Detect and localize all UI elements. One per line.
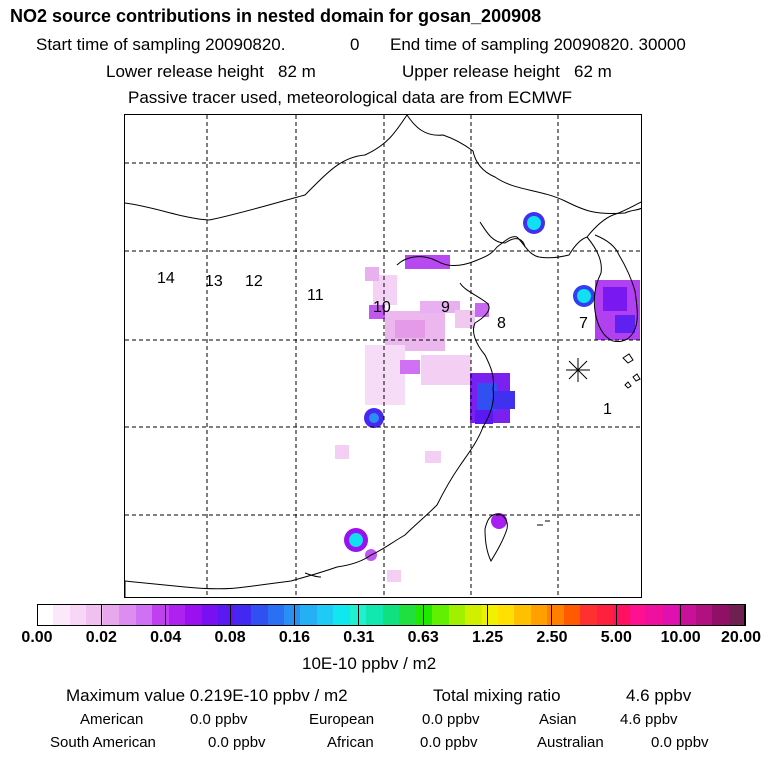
plume-core xyxy=(475,410,493,424)
australian-value: 0.0 ppbv xyxy=(651,734,709,751)
plume-light xyxy=(365,345,405,405)
plume-light xyxy=(395,320,425,338)
lower-release-height: Lower release height 82 m xyxy=(106,62,316,81)
colorbar-divider xyxy=(680,604,682,626)
total-mixing-label: Total mixing ratio xyxy=(433,686,561,705)
tracer-note: Passive tracer used, meteorological data… xyxy=(128,88,573,107)
colorbar-tick-label: 10.00 xyxy=(660,629,701,646)
start-time-value: 0 xyxy=(350,35,360,54)
colorbar-tick-label: 0.04 xyxy=(150,629,182,646)
map-canvas xyxy=(125,115,641,597)
european-label: European xyxy=(309,711,375,728)
colorbar-tick-label: 0.16 xyxy=(278,629,311,646)
south-american-label: South American xyxy=(50,734,156,751)
concentration-plumes xyxy=(335,212,640,582)
hotspot xyxy=(527,216,541,230)
plume-light xyxy=(387,570,401,582)
plume-medium xyxy=(475,303,489,317)
total-mixing-value: 4.6 ppbv xyxy=(626,686,692,705)
plume-light xyxy=(455,310,475,328)
colorbar-tick-label: 20.00 xyxy=(720,629,762,646)
end-time-label: End time of sampling 20090820. 30000 xyxy=(390,35,686,54)
colorbar-divider xyxy=(744,604,746,626)
start-time-label: Start time of sampling 20090820. xyxy=(36,35,286,54)
map-panel: 1 7 8 9 10 11 12 13 14 xyxy=(124,114,642,598)
lat-lon-grid xyxy=(125,115,641,597)
colorbar-divider xyxy=(551,604,553,626)
colorbar-divider xyxy=(615,604,617,626)
plume-core xyxy=(493,391,515,409)
colorbar-tick-label: 0.02 xyxy=(85,629,117,646)
colorbar-outline xyxy=(37,604,745,626)
colorbar-tick-label: 0.00 xyxy=(21,629,53,646)
american-value: 0.0 ppbv xyxy=(190,711,248,728)
plume-light xyxy=(365,267,379,281)
receptor-marker xyxy=(566,358,590,382)
region-label-8: 8 xyxy=(497,315,506,332)
region-label-1: 1 xyxy=(603,401,612,418)
hotspot-ring xyxy=(491,513,507,529)
hotspot xyxy=(369,413,379,423)
region-label-14: 14 xyxy=(157,270,175,287)
asian-label: Asian xyxy=(539,711,577,728)
colorbar-divider xyxy=(358,604,360,626)
hotspot xyxy=(577,289,591,303)
hotspot xyxy=(349,533,363,547)
colorbar-tick-label: 0.31 xyxy=(343,629,375,646)
american-label: American xyxy=(80,711,144,728)
colorbar-divider xyxy=(36,604,38,626)
plume-core xyxy=(615,315,635,333)
region-label-7: 7 xyxy=(579,315,588,332)
colorbar-divider xyxy=(165,604,167,626)
colorbar-tick-label: 5.00 xyxy=(600,629,632,646)
region-label-10: 10 xyxy=(373,299,391,316)
african-value: 0.0 ppbv xyxy=(420,734,478,751)
colorbar-unit: 10E-10 ppbv / m2 xyxy=(302,654,437,673)
australian-label: Australian xyxy=(537,734,604,751)
european-value: 0.0 ppbv xyxy=(422,711,480,728)
plume-light xyxy=(421,355,471,385)
upper-release-height: Upper release height 62 m xyxy=(402,62,612,81)
region-label-11: 11 xyxy=(307,287,324,304)
asian-value: 4.6 ppbv xyxy=(620,711,678,728)
region-label-12: 12 xyxy=(245,273,263,290)
colorbar-divider xyxy=(100,604,102,626)
plume-strong xyxy=(405,255,450,269)
colorbar-tick-label: 0.63 xyxy=(407,629,439,646)
colorbar-divider xyxy=(487,604,489,626)
chart-title: NO2 source contributions in nested domai… xyxy=(10,6,542,26)
plume-medium xyxy=(369,305,385,319)
south-american-value: 0.0 ppbv xyxy=(208,734,266,751)
coastlines xyxy=(125,115,641,597)
african-label: African xyxy=(327,734,374,751)
plume-core xyxy=(603,287,627,311)
maximum-value: Maximum value 0.219E-10 ppbv / m2 xyxy=(66,686,348,705)
colorbar-tick-label: 0.08 xyxy=(214,629,246,646)
colorbar-divider xyxy=(229,604,231,626)
colorbar-tick-label: 2.50 xyxy=(536,629,568,646)
colorbar-divider xyxy=(293,604,295,626)
plume-light xyxy=(425,451,441,463)
plume-light xyxy=(335,445,349,459)
region-label-13: 13 xyxy=(205,273,223,290)
colorbar-tick-label: 1.25 xyxy=(471,629,504,646)
plume-light xyxy=(420,301,460,313)
region-label-9: 9 xyxy=(441,299,450,316)
colorbar-divider xyxy=(422,604,424,626)
plume-medium xyxy=(400,360,420,374)
